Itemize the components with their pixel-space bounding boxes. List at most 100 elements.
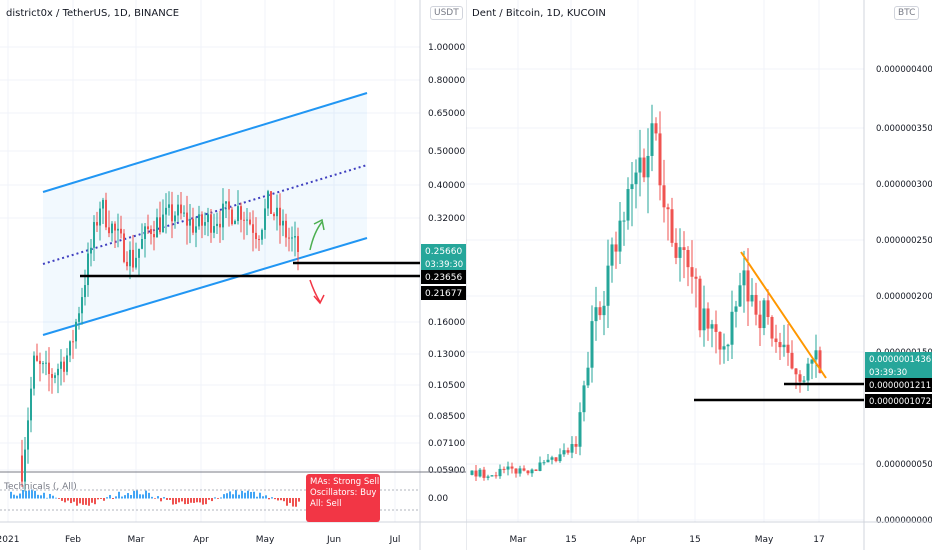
left-y-tick-label: 0.40000 xyxy=(428,181,465,191)
right-currency-button[interactable]: BTC xyxy=(894,6,920,20)
candle-body xyxy=(686,249,690,268)
candle-body xyxy=(285,220,287,238)
left-level-badge-lower xyxy=(421,286,466,300)
oscillator-bar xyxy=(121,496,123,499)
arrow-down-head-icon xyxy=(313,294,325,305)
candle-body xyxy=(470,470,474,475)
oscillator-bar xyxy=(241,490,243,499)
candle-body xyxy=(93,222,95,248)
oscillator-bar xyxy=(166,498,168,500)
left-y-tick-label: 0.07100 xyxy=(428,439,465,449)
candle-body xyxy=(141,238,143,249)
right-chart-title: Dent / Bitcoin, 1D, KUCOIN xyxy=(472,8,606,19)
oscillator-bar xyxy=(292,498,294,507)
left-y-tick-label: 0.16000 xyxy=(428,318,465,328)
oscillator-bar xyxy=(295,498,297,507)
right-chart-canvas[interactable]: 0.0000004000 0.0000003500 0.0000003000 0.00… xyxy=(465,0,932,550)
oscillator-bar xyxy=(220,497,222,499)
left-y-tick-label: 0.05900 xyxy=(428,466,465,476)
candle-body xyxy=(189,218,191,226)
oscillator-bar xyxy=(178,498,180,503)
left-currency-button[interactable]: USDT xyxy=(430,6,463,20)
left-chart-panel[interactable]: 1.00000 0.80000 0.65000 0.50000 0.40000 0.320… xyxy=(0,0,466,550)
left-x-tick-label: Apr xyxy=(193,535,209,545)
right-level-badge-upper-text: 0.0000001211 xyxy=(869,381,931,391)
left-oscillator-zero: 0.00 xyxy=(428,494,448,504)
oscillator-bar xyxy=(271,497,273,499)
candle-body xyxy=(790,352,794,369)
candle-body xyxy=(36,355,38,361)
oscillator-bar xyxy=(223,494,225,499)
arrow-up-head-icon xyxy=(313,218,325,231)
oscillator-bar xyxy=(238,494,240,499)
candle-body xyxy=(72,341,74,343)
oscillator-bar xyxy=(55,497,57,499)
right-level-badge-lower xyxy=(865,394,932,408)
candle-body xyxy=(258,239,260,241)
oscillator-bar xyxy=(136,489,138,499)
oscillator-bar xyxy=(199,498,201,503)
candle-body xyxy=(195,226,197,233)
candle-body xyxy=(237,206,239,221)
left-x-tick-label: Feb xyxy=(65,535,81,545)
candle-body xyxy=(123,233,125,262)
candle-body xyxy=(658,133,662,186)
candle-body xyxy=(798,374,802,382)
oscillator-bar xyxy=(16,495,18,499)
arrow-up-icon xyxy=(309,221,323,251)
left-y-tick-label: 0.80000 xyxy=(428,76,465,86)
left-level-badge-upper xyxy=(421,270,466,284)
candle-body xyxy=(102,199,104,209)
candle-body xyxy=(84,285,86,298)
right-x-tick-label: Mar xyxy=(510,535,527,545)
oscillator-bar xyxy=(67,498,69,501)
left-y-tick-label: 0.13000 xyxy=(428,350,465,360)
candle-body xyxy=(276,207,278,217)
left-x-tick-label: 2021 xyxy=(0,535,19,545)
right-level-badge-upper xyxy=(865,378,932,392)
candle-body xyxy=(558,454,562,462)
left-y-tick-label: 0.32000 xyxy=(428,214,465,224)
oscillator-bar xyxy=(76,498,78,506)
candle-body xyxy=(514,468,518,474)
candle-body xyxy=(782,344,786,348)
candle-body xyxy=(264,208,266,230)
candle-body xyxy=(69,341,71,356)
candle-body xyxy=(538,462,542,471)
left-price-timer-text: 03:39:30 xyxy=(425,260,463,270)
candle-body xyxy=(96,222,98,226)
candle-body xyxy=(546,459,550,463)
channel-lower-line xyxy=(42,237,368,336)
candle-body xyxy=(156,217,158,238)
candle-body xyxy=(542,462,546,464)
candle-body xyxy=(159,217,161,233)
candle-body xyxy=(694,276,698,279)
oscillator-bar xyxy=(256,496,258,499)
oscillator-bar xyxy=(202,498,204,505)
oscillator-bar xyxy=(229,491,231,499)
left-price-timer xyxy=(421,258,466,270)
oscillator-bar xyxy=(70,498,72,504)
candle-body xyxy=(297,236,299,252)
candle-body xyxy=(654,123,658,134)
oscillator-bar xyxy=(79,498,81,504)
oscillator-bar xyxy=(142,494,144,499)
right-y-tick-label: 0.0000002500 xyxy=(876,236,932,246)
left-y-tick-label: 1.00000 xyxy=(428,43,465,53)
oscillator-bar xyxy=(88,498,90,506)
left-x-tick-label: May xyxy=(256,535,275,545)
candle-body xyxy=(586,367,590,386)
left-level-badge-lower-text: 0.21677 xyxy=(425,289,462,299)
candle-body xyxy=(530,469,534,474)
left-x-tick-label: Jun xyxy=(326,535,341,545)
candle-body xyxy=(90,247,92,254)
left-chart-title: district0x / TetherUS, 1D, BINANCE xyxy=(6,8,180,19)
candle-body xyxy=(650,123,654,156)
candle-body xyxy=(75,321,77,342)
candle-body xyxy=(129,249,131,267)
candle-body xyxy=(646,155,650,178)
left-chart-canvas[interactable]: 1.00000 0.80000 0.65000 0.50000 0.40000 0.320… xyxy=(0,0,466,550)
candle-body xyxy=(702,308,706,331)
candle-body xyxy=(510,466,514,469)
right-chart-panel[interactable]: 0.0000004000 0.0000003500 0.0000003000 0.00… xyxy=(465,0,932,550)
